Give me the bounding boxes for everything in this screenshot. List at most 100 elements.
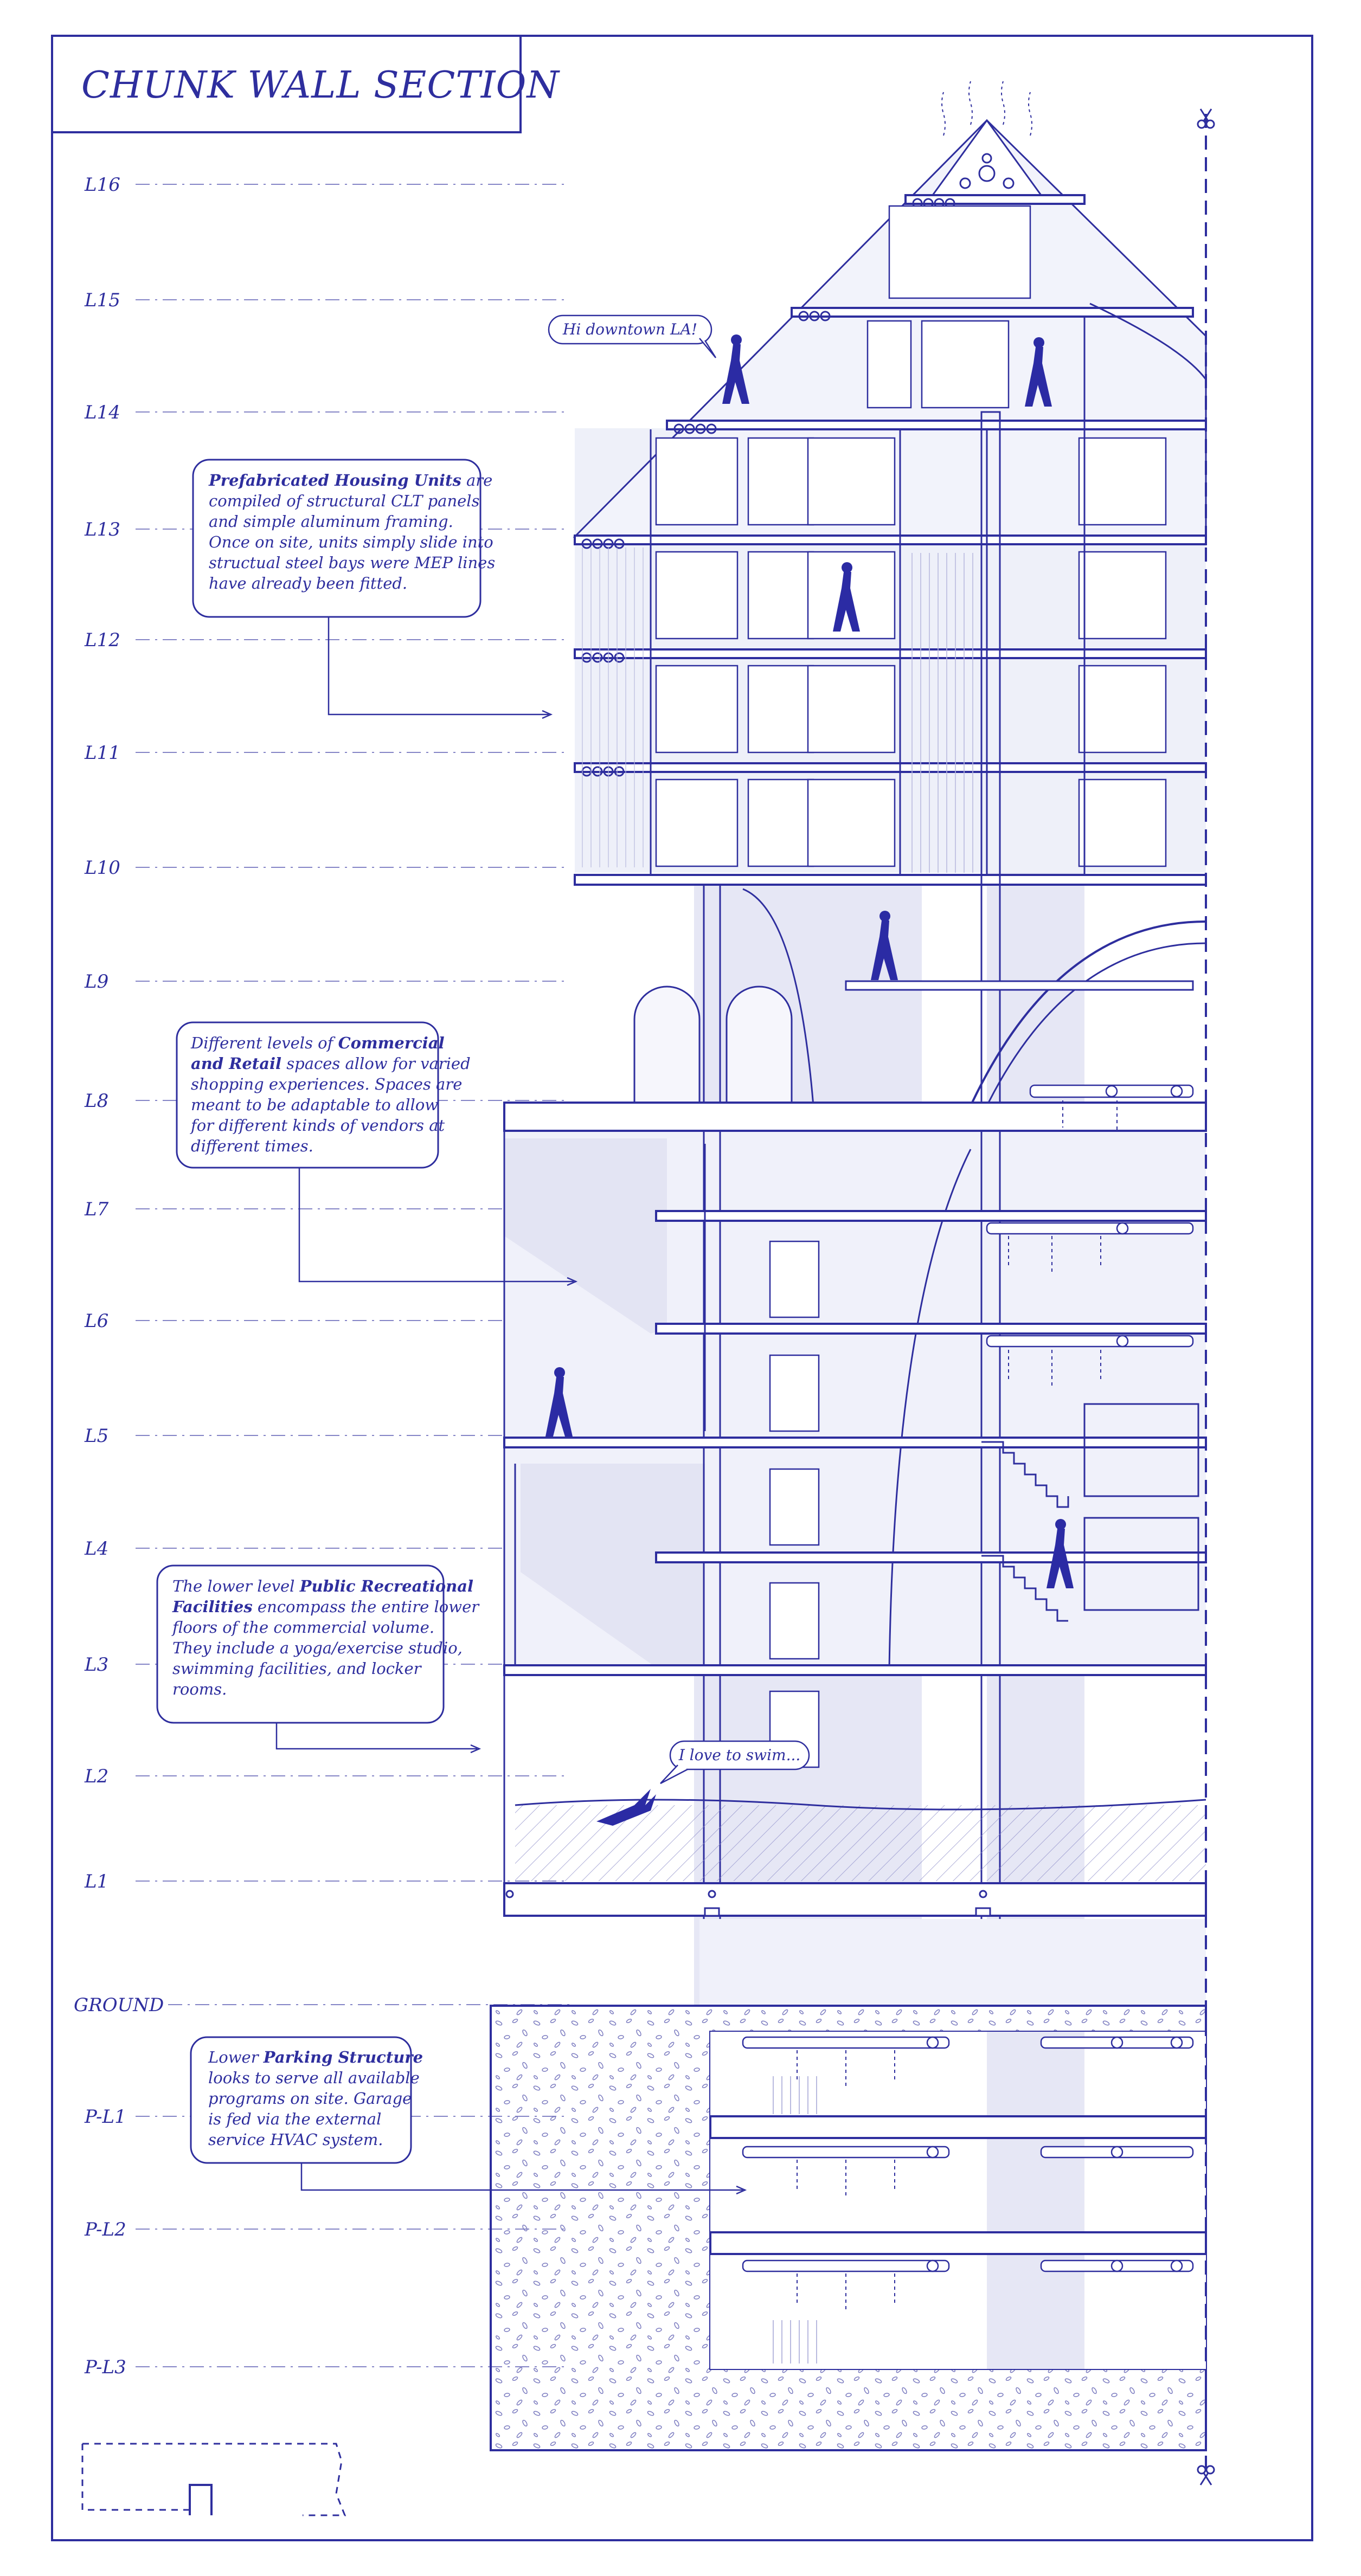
note-line: and simple aluminum framing. <box>209 512 453 531</box>
roof-arch <box>1089 302 1207 380</box>
level-label: L11 <box>84 742 120 764</box>
note-line: are <box>461 471 493 490</box>
level-label: L8 <box>84 1090 108 1112</box>
gable-vent-1 <box>978 165 996 182</box>
commercial-stairs <box>981 1403 1199 1622</box>
note-line: Different levels of <box>190 1034 338 1052</box>
note-line: They include a yoga/exercise studio, <box>172 1639 463 1657</box>
swimmer-figure-icon <box>596 1789 656 1826</box>
parking-stair <box>770 2076 819 2114</box>
level-label: L12 <box>84 629 120 651</box>
shadow-wash-2 <box>521 1464 705 1675</box>
level-label: L10 <box>84 857 120 879</box>
note-parking-text: Lower Parking Structure looks to serve al… <box>208 2048 423 2149</box>
level-label: L4 <box>84 1538 108 1560</box>
parking-ducts <box>742 2036 1194 2272</box>
ground-floor-wash <box>699 1919 1206 2006</box>
level-label: GROUND <box>74 1994 164 2016</box>
note-housing-text: Prefabricated Housing Units are compiled … <box>208 471 495 593</box>
level-label: L3 <box>84 1654 108 1676</box>
parking-stair-2 <box>770 2320 819 2364</box>
level-label: L2 <box>84 1766 108 1787</box>
level-label: L1 <box>84 1871 108 1892</box>
person-figure-icon <box>722 334 749 404</box>
title-box <box>51 35 522 133</box>
level-label: P-L1 <box>84 2106 126 2128</box>
level-label: L7 <box>84 1199 109 1220</box>
shadow-wash-1 <box>504 1138 667 1334</box>
big-arch-lower <box>888 1149 972 1670</box>
level-label: L13 <box>84 519 120 540</box>
arches <box>633 986 793 1107</box>
person-figure-icon <box>1047 1519 1074 1588</box>
note-line: floors of the commercial volume. <box>171 1618 434 1637</box>
note-line: encompass the entire lower <box>253 1598 480 1616</box>
person-figure-icon <box>545 1367 573 1437</box>
note-line: Commercial <box>338 1034 445 1052</box>
l9-balcony <box>845 980 1194 991</box>
speech-bubble-swim: I love to swim... <box>660 1740 810 1785</box>
note-line: Facilities <box>172 1598 253 1616</box>
level-label: P-L3 <box>84 2356 126 2378</box>
bubble-swim-text: I love to swim... <box>678 1746 801 1764</box>
gable-vent-3 <box>1003 177 1015 189</box>
gable-vent-4 <box>981 153 992 164</box>
note-recreation-text: The lower level Public Recreational Facil… <box>171 1577 480 1698</box>
level-label: P-L2 <box>84 2219 126 2240</box>
level-label: L6 <box>84 1310 108 1332</box>
unit-partitions <box>650 317 1086 875</box>
drawing-title: CHUNK WALL SECTION <box>81 64 560 107</box>
note-line: service HVAC system. <box>208 2130 383 2149</box>
note-line: spaces allow for varied <box>281 1054 471 1073</box>
level-label: L14 <box>84 402 120 423</box>
person-figure-icon <box>871 911 898 980</box>
level-label: L9 <box>84 971 108 993</box>
housing-unit-windows <box>655 205 1167 867</box>
sheet-frame <box>51 35 1313 2541</box>
scissors-icon <box>1197 2465 1215 2485</box>
parking-slabs <box>709 2115 1207 2255</box>
note-line: rooms. <box>172 1680 227 1698</box>
note-line: programs on site. Garage <box>208 2089 412 2108</box>
note-line: meant to be adaptable to allow <box>191 1096 438 1114</box>
note-line: for different kinds of vendors at <box>190 1116 445 1135</box>
note-commercial: Different levels of Commercial and Retail… <box>176 1021 578 1286</box>
note-line: Public Recreational <box>299 1577 473 1595</box>
note-line: The lower level <box>172 1577 300 1595</box>
facade-mullions <box>580 548 645 867</box>
person-figure-icon <box>1025 337 1052 407</box>
gable-vent-2 <box>959 177 971 189</box>
commercial-outer-walls <box>503 1131 706 1883</box>
parking-core <box>987 2032 1084 2369</box>
note-line: looks to serve all available <box>208 2069 420 2087</box>
dome-curve <box>742 888 814 1106</box>
pool-surface <box>515 1799 1206 1811</box>
note-line: shopping experiences. Spaces are <box>191 1075 462 1093</box>
note-line: structual steel bays were MEP lines <box>209 553 495 572</box>
note-commercial-text: Different levels of Commercial and Retail… <box>190 1034 471 1155</box>
person-figure-icon <box>833 562 860 632</box>
big-arch-outer <box>970 920 1206 1106</box>
note-line: have already been fitted. <box>209 574 407 593</box>
note-recreation: The lower level Public Recreational Facil… <box>156 1564 482 1754</box>
drop-lines <box>1008 1100 1118 1388</box>
level-label: L16 <box>84 174 120 196</box>
note-housing: Prefabricated Housing Units are compiled … <box>192 459 553 719</box>
note-line: Prefabricated Housing Units <box>208 471 461 490</box>
note-line: Once on site, units simply slide into <box>209 533 493 551</box>
speech-bubble-downtown: Hi downtown LA! <box>548 314 717 358</box>
level-datums: L16 L15 L14 L13 L12 L11 L10 L9 L8 L7 L6 L5 L4 L3 L2 L1 G… <box>74 174 569 2378</box>
bubble-downtown-text: Hi downtown LA! <box>562 320 697 338</box>
note-line: swimming facilities, and locker <box>172 1659 422 1678</box>
scissors-icon <box>1197 108 1215 129</box>
note-line: compiled of structural CLT panels <box>209 492 479 510</box>
level-label: L5 <box>84 1425 108 1447</box>
column-footings <box>505 1890 991 1917</box>
hvac-ducts <box>986 1084 1194 1348</box>
level-label: L15 <box>84 289 120 311</box>
note-line: Lower <box>208 2048 264 2066</box>
note-line: different times. <box>191 1137 313 1155</box>
tower-stair <box>906 553 981 873</box>
key-plan <box>81 2443 346 2516</box>
